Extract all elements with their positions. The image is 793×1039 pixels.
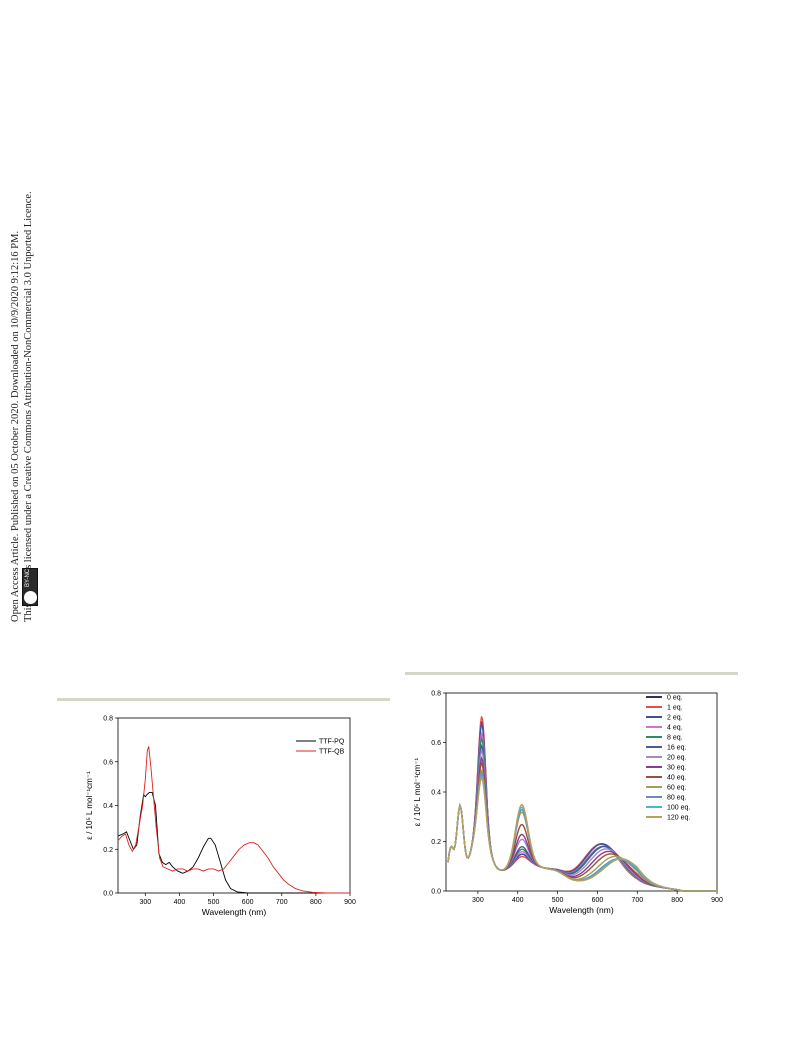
divider-right: [405, 672, 738, 675]
x-tick-label: 600: [242, 899, 254, 906]
y-tick-label: 0.4: [431, 790, 441, 797]
y-tick-label: 0.2: [103, 847, 113, 854]
x-tick-label: 300: [139, 899, 151, 906]
legend-label: 100 eq.: [667, 805, 690, 812]
x-tick-label: 400: [174, 899, 186, 906]
x-tick-label: 700: [276, 899, 288, 906]
legend-label: 30 eq.: [667, 765, 687, 772]
legend-label: 8 eq.: [667, 735, 683, 742]
legend-label: TTF-QB: [319, 749, 345, 756]
chart-titration-absorption: 300 400 500 600 700 800 900 0.0 0.2 0.4 0.6 0.8 Wave…: [413, 691, 723, 916]
x-tick-label: 300: [472, 897, 484, 904]
series-line-ttf-qb: [117, 746, 350, 894]
x-axis-label: Wavelength (nm): [202, 907, 267, 917]
legend-label: 1 eq.: [667, 705, 683, 712]
y-tick-label: 0.8: [103, 716, 113, 723]
x-tick-label: 900: [711, 897, 723, 904]
legend-label: 20 eq.: [667, 755, 687, 762]
y-axis-label: ε / 10⁵ L mol⁻¹cm⁻¹: [85, 771, 94, 840]
legend-label: TTF-PQ: [319, 739, 345, 746]
x-tick-label: 400: [512, 897, 524, 904]
series-line: [447, 776, 717, 892]
legend-label: 4 eq.: [667, 725, 683, 732]
y-tick-label: 0.2: [431, 839, 441, 846]
x-tick-label: 600: [592, 897, 604, 904]
x-tick-label: 900: [344, 899, 356, 906]
cc-badge-text: BY-NC: [25, 568, 31, 587]
legend-label: 60 eq.: [667, 785, 687, 792]
x-tick-label: 800: [671, 897, 683, 904]
y-axis-label: ε / 10⁵ L mol⁻¹cm⁻¹: [413, 757, 422, 826]
y-tick-label: 0.6: [103, 759, 113, 766]
cc-circle-icon: [24, 591, 37, 604]
y-tick-label: 0.0: [431, 889, 441, 896]
x-tick-label: 800: [310, 899, 322, 906]
x-axis-label: Wavelength (nm): [549, 905, 614, 915]
x-tick-label: 500: [208, 899, 220, 906]
legend-label: 120 eq.: [667, 815, 690, 822]
y-tick-label: 0.6: [431, 740, 441, 747]
y-tick-label: 0.8: [431, 691, 441, 698]
legend-label: 0 eq.: [667, 695, 683, 702]
x-tick-label: 500: [552, 897, 564, 904]
legend-label: 2 eq.: [667, 715, 683, 722]
legend-label: 80 eq.: [667, 795, 687, 802]
legend-label: 16 eq.: [667, 745, 687, 752]
license-notice[interactable]: This article is licensed under a Creativ…: [23, 191, 34, 622]
x-tick-label: 700: [631, 897, 643, 904]
series-line-ttf-pq: [117, 791, 350, 894]
y-tick-label: 0.4: [103, 803, 113, 810]
chart-ttf-absorption: 300 400 500 600 700 800 900 0.0 0.2 0.4 0.6 0.8 Wave…: [85, 716, 356, 918]
legend-label: 40 eq.: [667, 775, 687, 782]
divider-left: [57, 698, 390, 701]
publication-notice[interactable]: Open Access Article. Published on 05 Oct…: [10, 230, 21, 622]
y-tick-label: 0.0: [103, 891, 113, 898]
license-sidebar: Open Access Article. Published on 05 Oct…: [0, 0, 40, 660]
plot-frame: [117, 717, 351, 894]
cc-license-icon[interactable]: BY-NC: [22, 568, 38, 606]
